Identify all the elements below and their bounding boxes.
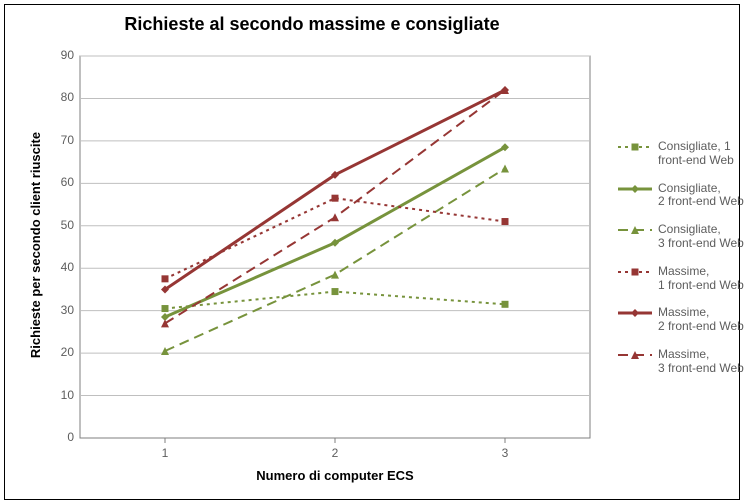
y-tick-label: 20 xyxy=(50,345,74,359)
legend-label: Massime,1 front-end Web xyxy=(658,265,744,293)
x-tick-label: 1 xyxy=(153,446,177,460)
legend-item: Massime,1 front-end Web xyxy=(618,265,744,293)
legend: Consigliate, 1front-end Web Consigliate,2… xyxy=(618,140,744,390)
legend-label: Consigliate,2 front-end Web xyxy=(658,182,744,210)
legend-item: Massime,3 front-end Web xyxy=(618,348,744,376)
legend-label: Consigliate, 1front-end Web xyxy=(658,140,734,168)
legend-swatch xyxy=(618,182,652,196)
y-tick-label: 60 xyxy=(50,175,74,189)
y-tick-label: 0 xyxy=(50,430,74,444)
legend-item: Consigliate,3 front-end Web xyxy=(618,223,744,251)
legend-item: Consigliate, 1front-end Web xyxy=(618,140,744,168)
legend-swatch xyxy=(618,348,652,362)
y-tick-label: 40 xyxy=(50,260,74,274)
y-tick-label: 10 xyxy=(50,388,74,402)
legend-swatch xyxy=(618,306,652,320)
legend-label: Massime,2 front-end Web xyxy=(658,306,744,334)
legend-swatch xyxy=(618,140,652,154)
x-tick-label: 3 xyxy=(493,446,517,460)
y-tick-label: 70 xyxy=(50,133,74,147)
y-tick-label: 90 xyxy=(50,48,74,62)
y-tick-label: 30 xyxy=(50,303,74,317)
legend-swatch xyxy=(618,265,652,279)
y-tick-label: 80 xyxy=(50,90,74,104)
legend-label: Massime,3 front-end Web xyxy=(658,348,744,376)
legend-item: Massime,2 front-end Web xyxy=(618,306,744,334)
legend-swatch xyxy=(618,223,652,237)
legend-label: Consigliate,3 front-end Web xyxy=(658,223,744,251)
x-tick-label: 2 xyxy=(323,446,347,460)
legend-item: Consigliate,2 front-end Web xyxy=(618,182,744,210)
y-tick-label: 50 xyxy=(50,218,74,232)
